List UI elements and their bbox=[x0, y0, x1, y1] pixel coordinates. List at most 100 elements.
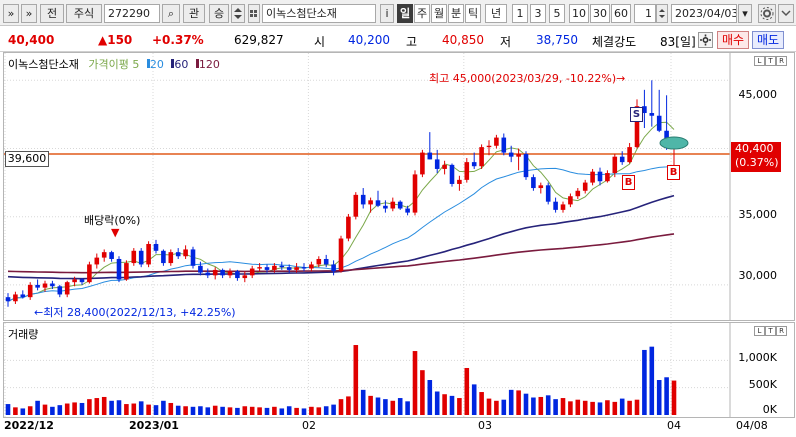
price-chart-canvas[interactable] bbox=[4, 53, 794, 320]
date-input[interactable]: 2023/04/03 bbox=[671, 4, 737, 23]
panel-left-button[interactable]: L bbox=[754, 56, 765, 66]
volume-bar bbox=[323, 406, 329, 415]
stock-name-field[interactable]: 이녹스첨단소재 bbox=[262, 4, 376, 23]
stepper-icon[interactable] bbox=[231, 4, 245, 23]
volume-bar bbox=[116, 400, 122, 415]
candle-body bbox=[538, 185, 544, 189]
volume-bar bbox=[508, 389, 514, 415]
more-icon[interactable] bbox=[778, 4, 794, 23]
volume-bar bbox=[553, 399, 558, 415]
volume-bar bbox=[264, 407, 270, 415]
candle-body bbox=[124, 263, 129, 280]
volume-label-500k: 500K bbox=[748, 378, 777, 391]
search-icon[interactable]: ⌕ bbox=[162, 4, 180, 23]
candle-body bbox=[161, 250, 166, 264]
volume-bar bbox=[412, 351, 418, 415]
ma-legend-5: 5 bbox=[132, 58, 140, 71]
candle-body bbox=[138, 250, 144, 265]
buy-signal-badge-1[interactable]: B bbox=[622, 175, 635, 190]
ma-legend-60: 60 bbox=[174, 58, 189, 71]
candle-body bbox=[464, 162, 470, 180]
ma-legend-20: 20 bbox=[149, 58, 164, 71]
volume-panel-top-button[interactable]: T bbox=[765, 326, 776, 336]
volume-bar bbox=[42, 404, 48, 415]
volume-bar bbox=[161, 400, 166, 415]
candle-body bbox=[87, 264, 92, 283]
grid-icon[interactable] bbox=[248, 4, 260, 23]
candle-body bbox=[627, 147, 632, 163]
count-input[interactable]: 1 bbox=[634, 4, 656, 23]
calendar-dropdown-icon[interactable]: ▾ bbox=[738, 4, 752, 23]
tab-day[interactable]: 일 bbox=[397, 4, 413, 23]
candle-body bbox=[545, 185, 551, 202]
candle-body bbox=[294, 267, 299, 270]
current-price-tag-value: 40,400 bbox=[735, 142, 774, 155]
candle-body bbox=[501, 137, 507, 153]
candle-body bbox=[642, 106, 647, 114]
volume-bar bbox=[87, 399, 92, 415]
candle-body bbox=[427, 152, 433, 160]
info-button[interactable]: i bbox=[380, 4, 394, 23]
candle-body bbox=[153, 243, 159, 251]
expand-button[interactable]: » bbox=[21, 4, 37, 23]
volume-bar bbox=[590, 401, 595, 415]
market-select[interactable]: 주식 bbox=[66, 4, 102, 23]
minute-button-5[interactable]: 5 bbox=[549, 4, 565, 23]
candle-body bbox=[457, 179, 462, 184]
x-label-end: 04/08 bbox=[736, 419, 768, 432]
volume-bar bbox=[131, 403, 137, 415]
candle-body bbox=[316, 258, 322, 265]
candle-body bbox=[27, 284, 33, 298]
volume-bar bbox=[649, 346, 655, 415]
count-stepper-icon[interactable] bbox=[656, 4, 668, 23]
volume-bar bbox=[471, 384, 477, 415]
buy-button[interactable]: 매수 bbox=[717, 31, 749, 49]
low-label: 저 bbox=[500, 35, 512, 49]
stock-code-input[interactable]: 272290 bbox=[104, 4, 160, 23]
tab-year[interactable]: 년 bbox=[485, 4, 507, 23]
tab-minute[interactable]: 분 bbox=[448, 4, 464, 23]
dividend-arrow-icon: ▼ bbox=[111, 226, 120, 239]
previous-button[interactable]: 전 bbox=[40, 4, 64, 23]
volume-bar bbox=[375, 397, 381, 415]
candle-body bbox=[79, 279, 85, 283]
panel-right-button[interactable]: R bbox=[776, 56, 787, 66]
open-label: 시 bbox=[314, 35, 326, 49]
minute-button-1[interactable]: 1 bbox=[512, 4, 528, 23]
candle-body bbox=[323, 258, 329, 265]
dividend-annotation: 배당락(0%) bbox=[84, 214, 141, 227]
buy-signal-badge-2[interactable]: B bbox=[667, 165, 680, 180]
volume-bar bbox=[494, 400, 499, 415]
sell-signal-badge[interactable]: S bbox=[630, 107, 643, 122]
volume-chart-canvas[interactable] bbox=[4, 323, 794, 417]
chart-settings-icon[interactable] bbox=[698, 32, 713, 48]
panel-top-button[interactable]: T bbox=[765, 56, 776, 66]
tab-tick[interactable]: 틱 bbox=[465, 4, 481, 23]
volume-panel-right-button[interactable]: R bbox=[776, 326, 787, 336]
volume-bar bbox=[464, 367, 470, 415]
quote-bar: 40,400 ▲150 +0.37% 629,827 시 40,200 고 40… bbox=[0, 28, 796, 52]
candle-body bbox=[42, 283, 48, 288]
collapse-button[interactable]: » bbox=[3, 4, 19, 23]
rank-button[interactable]: 승 bbox=[209, 4, 229, 23]
watchlist-button[interactable]: 관 bbox=[183, 4, 205, 23]
candle-body bbox=[72, 279, 77, 283]
volume-bar bbox=[353, 345, 359, 415]
minute-button-60[interactable]: 60 bbox=[611, 4, 631, 23]
candle-body bbox=[383, 205, 388, 209]
minute-button-3[interactable]: 3 bbox=[530, 4, 546, 23]
volume-bar bbox=[212, 405, 218, 415]
sell-button[interactable]: 매도 bbox=[752, 31, 784, 49]
candle-body bbox=[175, 252, 181, 257]
candle-body bbox=[101, 252, 107, 258]
volume-bar bbox=[79, 402, 85, 415]
tab-month[interactable]: 월 bbox=[431, 4, 447, 23]
volume-panel-left-button[interactable]: L bbox=[754, 326, 765, 336]
minute-button-10[interactable]: 10 bbox=[569, 4, 589, 23]
volume-bar bbox=[13, 407, 18, 415]
settings-icon[interactable] bbox=[758, 4, 776, 23]
volume-bar bbox=[101, 396, 107, 415]
tab-week[interactable]: 주 bbox=[414, 4, 430, 23]
minute-button-30[interactable]: 30 bbox=[590, 4, 610, 23]
candle-body bbox=[634, 106, 640, 148]
